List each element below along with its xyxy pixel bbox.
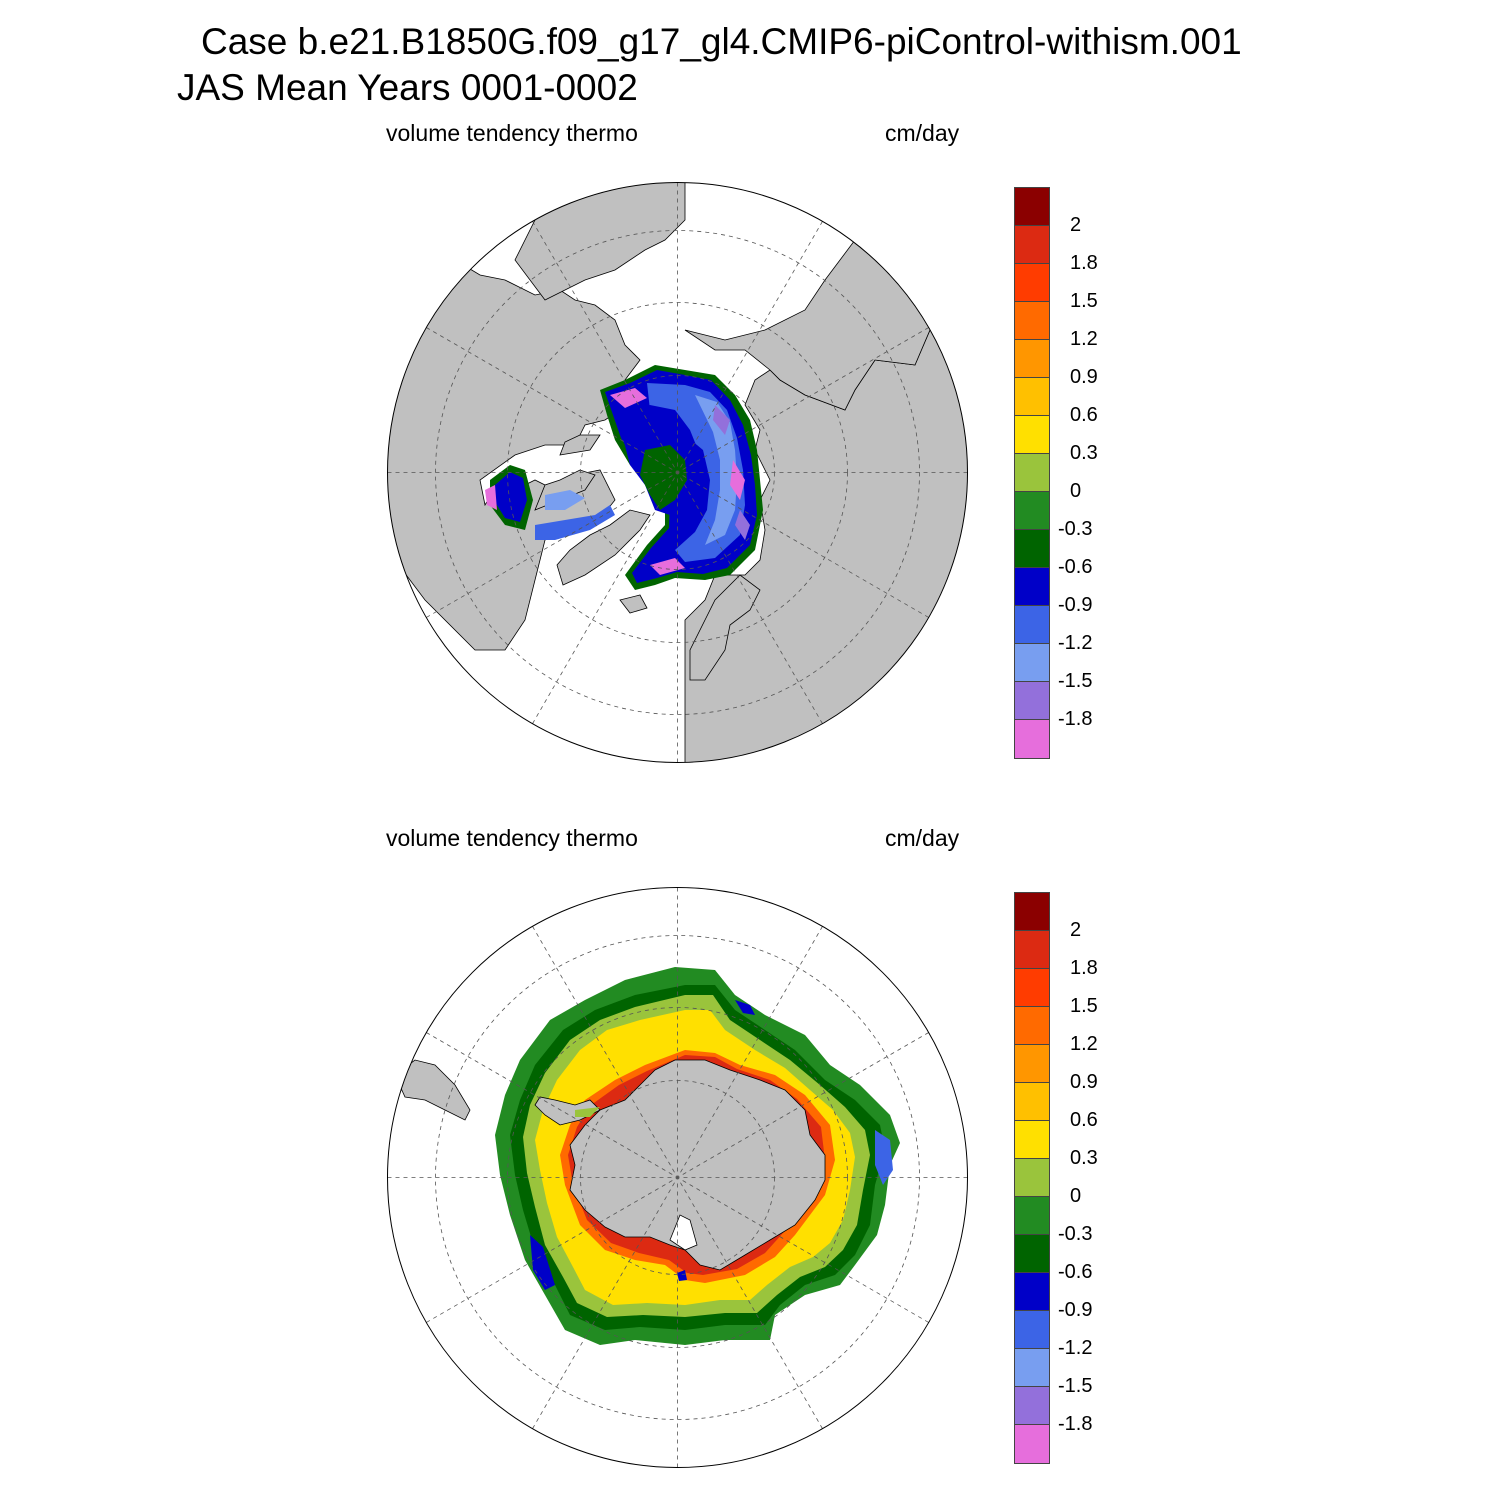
- south-colorbar-swatch: [1014, 1158, 1050, 1197]
- north-colorbar-swatch: [1014, 377, 1050, 416]
- north-colorbar-tick-label: -1.5: [1058, 670, 1093, 692]
- north-colorbar-tick-label: 1.5: [1070, 290, 1098, 312]
- south-colorbar-tick-label: -0.9: [1058, 1299, 1093, 1321]
- north-map-border: [387, 182, 968, 763]
- south-colorbar-tick-label: 2: [1070, 919, 1082, 941]
- north-colorbar-swatch: [1014, 681, 1050, 720]
- north-colorbar-tick-label: -0.9: [1058, 594, 1093, 616]
- south-colorbar-tick-label: -0.3: [1058, 1223, 1093, 1245]
- south-colorbar-swatch: [1014, 1386, 1050, 1425]
- south-colorbar-tick-label: -1.2: [1058, 1337, 1093, 1359]
- south-colorbar-swatch: [1014, 1082, 1050, 1121]
- south-colorbar-swatch: [1014, 1234, 1050, 1273]
- north-colorbar-swatch: [1014, 491, 1050, 530]
- south-ice-field-blue-patch-sw: [530, 1235, 555, 1290]
- north-ice-field-baffin-blue: [495, 472, 527, 522]
- north-colorbar-tick-label: 1.2: [1070, 328, 1098, 350]
- north-ice-field-hudson-strip: [535, 505, 615, 540]
- south-map-border: [387, 887, 968, 1468]
- north-colorbar-tick-label: 0.9: [1070, 366, 1098, 388]
- south-landmass-antarctica: [569, 1059, 826, 1271]
- north-colorbar-tick-label: 1.8: [1070, 252, 1098, 274]
- north-colorbar-tick-label: 0: [1070, 480, 1082, 502]
- north-colorbar-tick-label: -1.8: [1058, 708, 1093, 730]
- north-colorbar-swatch: [1014, 643, 1050, 682]
- south-landmass-south-america: [394, 1059, 471, 1121]
- south-ross-ice-shelf: [669, 1214, 698, 1251]
- south-colorbar-tick-label: 0.9: [1070, 1071, 1098, 1093]
- north-ice-field-pole-green: [640, 445, 687, 510]
- north-polar-map: [387, 182, 968, 763]
- north-colorbar-swatch: [1014, 225, 1050, 264]
- figure-title-case: Case b.e21.B1850G.f09_g17_gl4.CMIP6-piCo…: [201, 21, 1242, 62]
- south-colorbar-swatch: [1014, 1272, 1050, 1311]
- south-polar-map: [387, 887, 968, 1468]
- south-panel-variable-label: volume tendency thermo: [386, 825, 638, 851]
- south-colorbar-swatch: [1014, 1044, 1050, 1083]
- south-colorbar-swatch: [1014, 1424, 1050, 1464]
- north-colorbar: [1014, 187, 1050, 759]
- south-colorbar-tick-label: 0.6: [1070, 1109, 1098, 1131]
- north-colorbar-swatch: [1014, 301, 1050, 340]
- south-colorbar-tick-label: -1.8: [1058, 1413, 1093, 1435]
- north-colorbar-tick-label: 0.6: [1070, 404, 1098, 426]
- north-colorbar-swatch: [1014, 605, 1050, 644]
- north-panel-variable-label: volume tendency thermo: [386, 120, 638, 146]
- north-colorbar-swatch: [1014, 263, 1050, 302]
- south-colorbar-swatch: [1014, 1196, 1050, 1235]
- north-ice-field-light: [695, 395, 737, 545]
- north-ice-field-baffin-pink: [485, 485, 497, 510]
- north-colorbar-tick-label: 0.3: [1070, 442, 1098, 464]
- north-ice-field-hudson-light: [545, 490, 585, 510]
- north-graticule: [387, 182, 968, 763]
- south-colorbar-swatch: [1014, 1006, 1050, 1045]
- south-colorbar-swatch: [1014, 892, 1050, 931]
- north-ice-field-purple-edge: [713, 405, 750, 540]
- south-colorbar-tick-label: 0: [1070, 1185, 1082, 1207]
- south-colorbar-tick-label: 1.2: [1070, 1033, 1098, 1055]
- south-panel-units-label: cm/day: [885, 825, 960, 851]
- south-ice-field-weddell-patch: [575, 1107, 600, 1117]
- north-colorbar-swatch: [1014, 187, 1050, 226]
- south-colorbar: [1014, 892, 1050, 1464]
- north-colorbar-swatch: [1014, 529, 1050, 568]
- north-landmass-greenland: [556, 509, 651, 586]
- north-landmass-iceland: [619, 594, 648, 614]
- south-colorbar-swatch: [1014, 1310, 1050, 1349]
- figure-title-period: JAS Mean Years 0001-0002: [177, 67, 638, 108]
- south-colorbar-tick-label: 1.8: [1070, 957, 1098, 979]
- south-ice-field-ross-blue: [677, 1270, 687, 1281]
- south-ice-field-blue-patch-east: [875, 1130, 893, 1185]
- south-graticule: [387, 887, 968, 1468]
- south-colorbar-tick-label: -1.5: [1058, 1375, 1093, 1397]
- south-ice-field-blue-patch-ne: [735, 1000, 755, 1015]
- north-panel-units-label: cm/day: [885, 120, 960, 146]
- north-colorbar-tick-label: 2: [1070, 214, 1082, 236]
- north-colorbar-tick-label: -0.6: [1058, 556, 1093, 578]
- south-colorbar-swatch: [1014, 1120, 1050, 1159]
- south-colorbar-swatch: [1014, 1348, 1050, 1387]
- north-colorbar-swatch: [1014, 339, 1050, 378]
- south-colorbar-tick-label: 1.5: [1070, 995, 1098, 1017]
- south-colorbar-tick-label: -0.6: [1058, 1261, 1093, 1283]
- north-colorbar-swatch: [1014, 719, 1050, 759]
- south-colorbar-tick-label: 0.3: [1070, 1147, 1098, 1169]
- south-colorbar-swatch: [1014, 968, 1050, 1007]
- north-colorbar-swatch: [1014, 415, 1050, 454]
- south-landmass-antarctic-peninsula: [534, 1096, 601, 1126]
- north-colorbar-swatch: [1014, 567, 1050, 606]
- north-landmass-scandinavia: [689, 574, 761, 681]
- north-colorbar-tick-label: -1.2: [1058, 632, 1093, 654]
- north-colorbar-swatch: [1014, 453, 1050, 492]
- north-colorbar-tick-label: -0.3: [1058, 518, 1093, 540]
- south-colorbar-swatch: [1014, 930, 1050, 969]
